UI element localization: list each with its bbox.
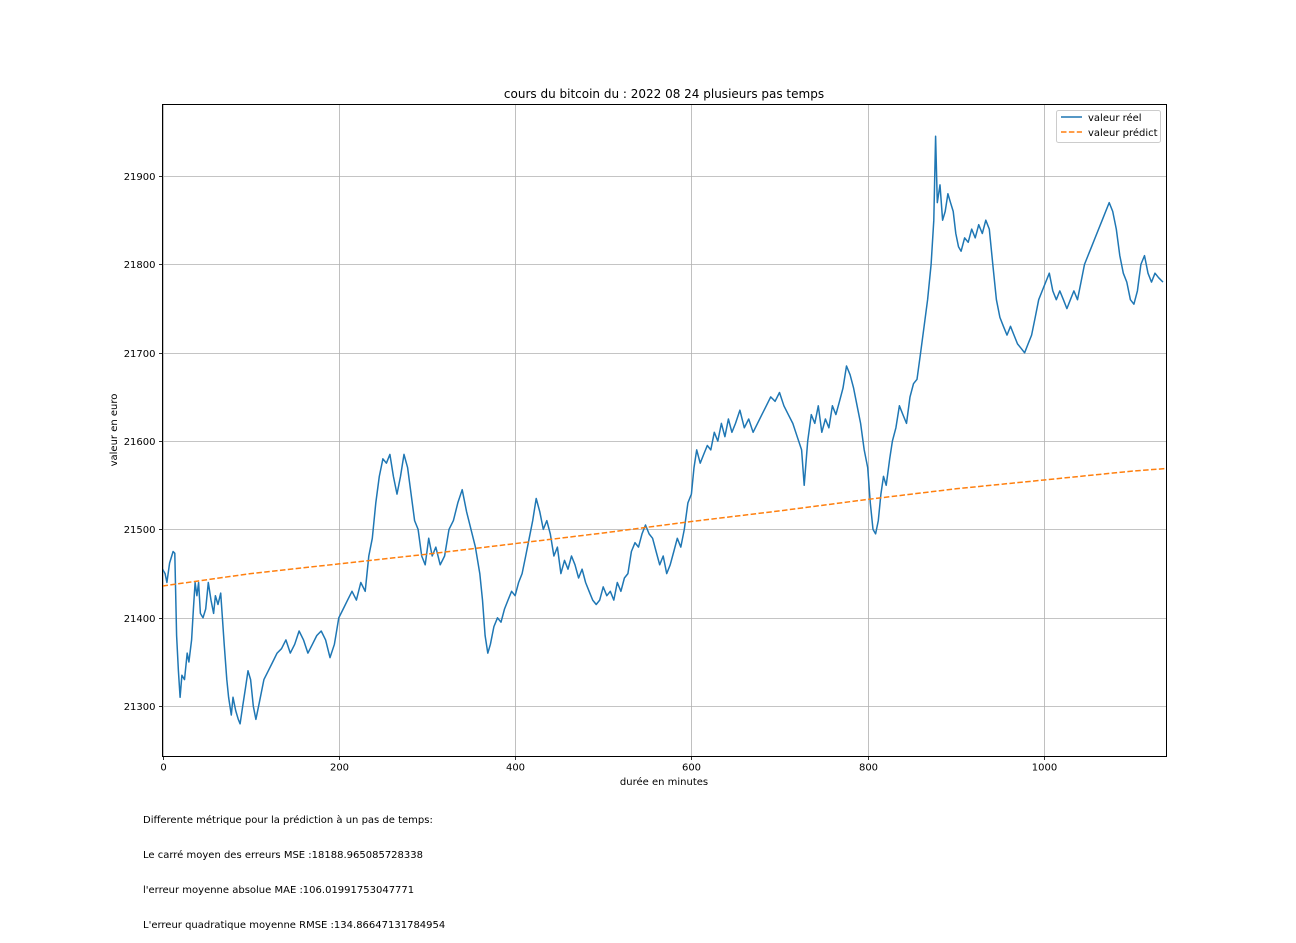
x-axis-label: durée en minutes [620, 776, 708, 788]
x-tick-label: 800 [859, 763, 878, 774]
y-tick-label: 21300 [124, 702, 156, 713]
x-tick-label: 1000 [1032, 763, 1057, 774]
x-tick-label: 200 [330, 763, 349, 774]
grid-lines [162, 104, 1167, 757]
metric-rmse: L'erreur quadratique moyenne RMSE :134.8… [143, 919, 446, 931]
x-tick-label: 400 [506, 763, 525, 774]
legend-label-reel: valeur réel [1088, 112, 1142, 124]
y-axis: 21300 21400 21500 21600 21700 21800 21900 [124, 172, 163, 713]
chart-figure: 0 200 400 600 800 1000 2130021400215002160021… [109, 87, 1167, 788]
metrics-title: Differente métrique pour la prédiction à… [143, 815, 433, 827]
legend-label-predict: valeur prédict [1088, 127, 1158, 139]
legend: valeur réel valeur prédict [1056, 110, 1161, 143]
metric-mae: l'erreur moyenne absolue MAE :106.019917… [143, 884, 415, 896]
metric-mse: Le carré moyen des erreurs MSE :18188.96… [143, 849, 423, 861]
series-line-valeur-predict [162, 467, 1167, 587]
metrics-block: Differente métrique pour la prédiction à… [143, 792, 445, 943]
y-tick-label: 21600 [124, 437, 156, 448]
y-axis-label: valeur en euro [109, 394, 120, 467]
plot-frame [162, 104, 1167, 757]
chart-title: cours du bitcoin du : 2022 08 24 plusieu… [504, 87, 824, 101]
x-axis: 0 200 400 600 800 1000 [160, 756, 1057, 774]
x-tick-label: 600 [682, 763, 701, 774]
y-tick-label: 21400 [124, 614, 156, 625]
plot-series [162, 135, 1167, 725]
y-tick-label: 21800 [124, 260, 156, 271]
series-line-valeur-reel [162, 135, 1164, 725]
x-tick-label: 0 [160, 763, 166, 774]
y-tick-label: 21900 [124, 172, 156, 183]
y-tick-label: 21700 [124, 349, 156, 360]
y-tick-label: 21500 [124, 525, 156, 536]
legend-box [1056, 110, 1161, 143]
